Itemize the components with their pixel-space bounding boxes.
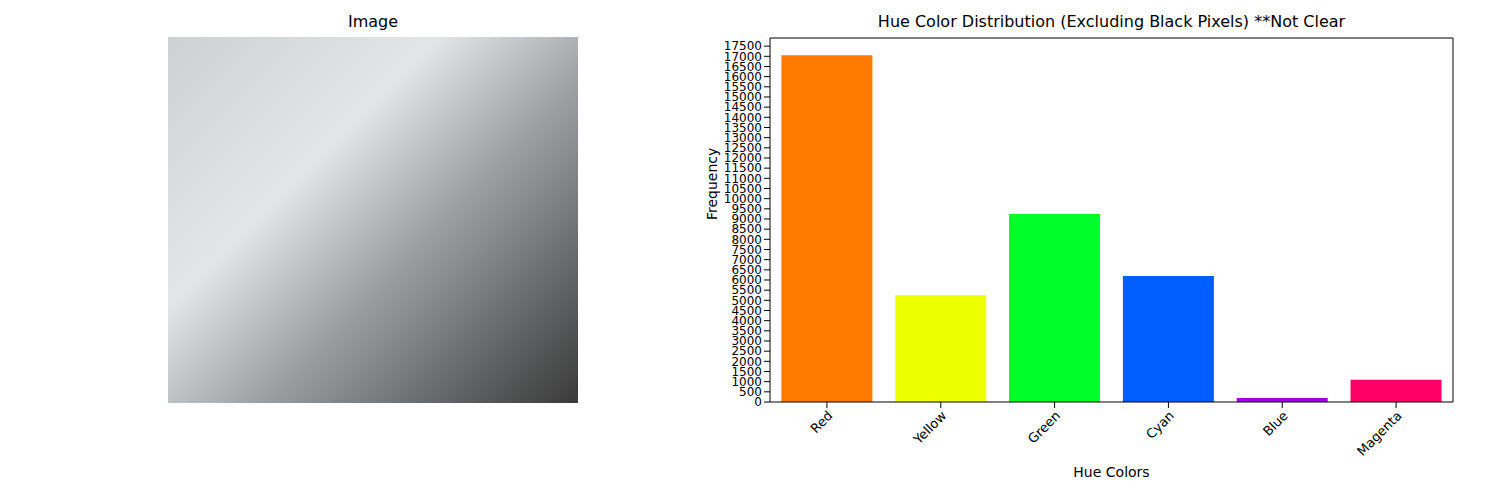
svg-text:Blue: Blue (1260, 408, 1291, 439)
svg-text:16500: 16500 (723, 59, 762, 74)
svg-text:Hue Colors: Hue Colors (1073, 464, 1149, 480)
svg-text:Cyan: Cyan (1143, 408, 1177, 442)
svg-text:4000: 4000 (731, 313, 762, 328)
svg-text:Frequency: Frequency (704, 148, 720, 220)
svg-text:Green: Green (1025, 408, 1063, 446)
svg-text:5000: 5000 (731, 293, 762, 308)
svg-text:6500: 6500 (731, 263, 762, 278)
svg-text:12000: 12000 (723, 151, 762, 166)
svg-text:6000: 6000 (731, 273, 762, 288)
svg-text:10000: 10000 (723, 191, 762, 206)
svg-text:9500: 9500 (731, 202, 762, 217)
svg-text:15000: 15000 (723, 90, 762, 105)
html-text:Hue Color Distribution (Exclud: Hue Color Distribution (Excluding Black … (877, 12, 1346, 31)
svg-text:11500: 11500 (723, 161, 762, 176)
svg-text:7500: 7500 (731, 242, 762, 257)
svg-text:5500: 5500 (731, 283, 762, 298)
html-text:Image: Image (347, 12, 398, 31)
svg-text:14000: 14000 (723, 110, 762, 125)
svg-text:13500: 13500 (723, 120, 762, 135)
svg-text:12500: 12500 (723, 141, 762, 156)
svg-text:3500: 3500 (731, 324, 762, 339)
svg-text:16000: 16000 (723, 69, 762, 84)
svg-text:0: 0 (754, 395, 762, 410)
svg-text:17000: 17000 (723, 49, 762, 64)
svg-text:2000: 2000 (731, 354, 762, 369)
svg-text:1000: 1000 (731, 374, 762, 389)
svg-text:3000: 3000 (731, 334, 762, 349)
svg-text:17500: 17500 (724, 39, 762, 53)
svg-text:8500: 8500 (731, 222, 762, 237)
svg-text:500: 500 (739, 385, 762, 400)
svg-text:8000: 8000 (731, 232, 762, 247)
svg-text:Magenta: Magenta (1354, 408, 1405, 459)
svg-text:13000: 13000 (723, 130, 762, 145)
svg-text:10500: 10500 (723, 181, 762, 196)
svg-text:Red: Red (807, 408, 835, 436)
svg-text:14500: 14500 (723, 100, 762, 115)
svg-text:9000: 9000 (731, 212, 762, 227)
svg-text:2500: 2500 (731, 344, 762, 359)
svg-text:11000: 11000 (723, 171, 762, 186)
svg-text:Yellow: Yellow (910, 408, 950, 448)
svg-text:15500: 15500 (723, 80, 762, 95)
svg-text:7000: 7000 (731, 252, 762, 267)
svg-text:4500: 4500 (731, 303, 762, 318)
svg-text:1500: 1500 (731, 364, 762, 379)
